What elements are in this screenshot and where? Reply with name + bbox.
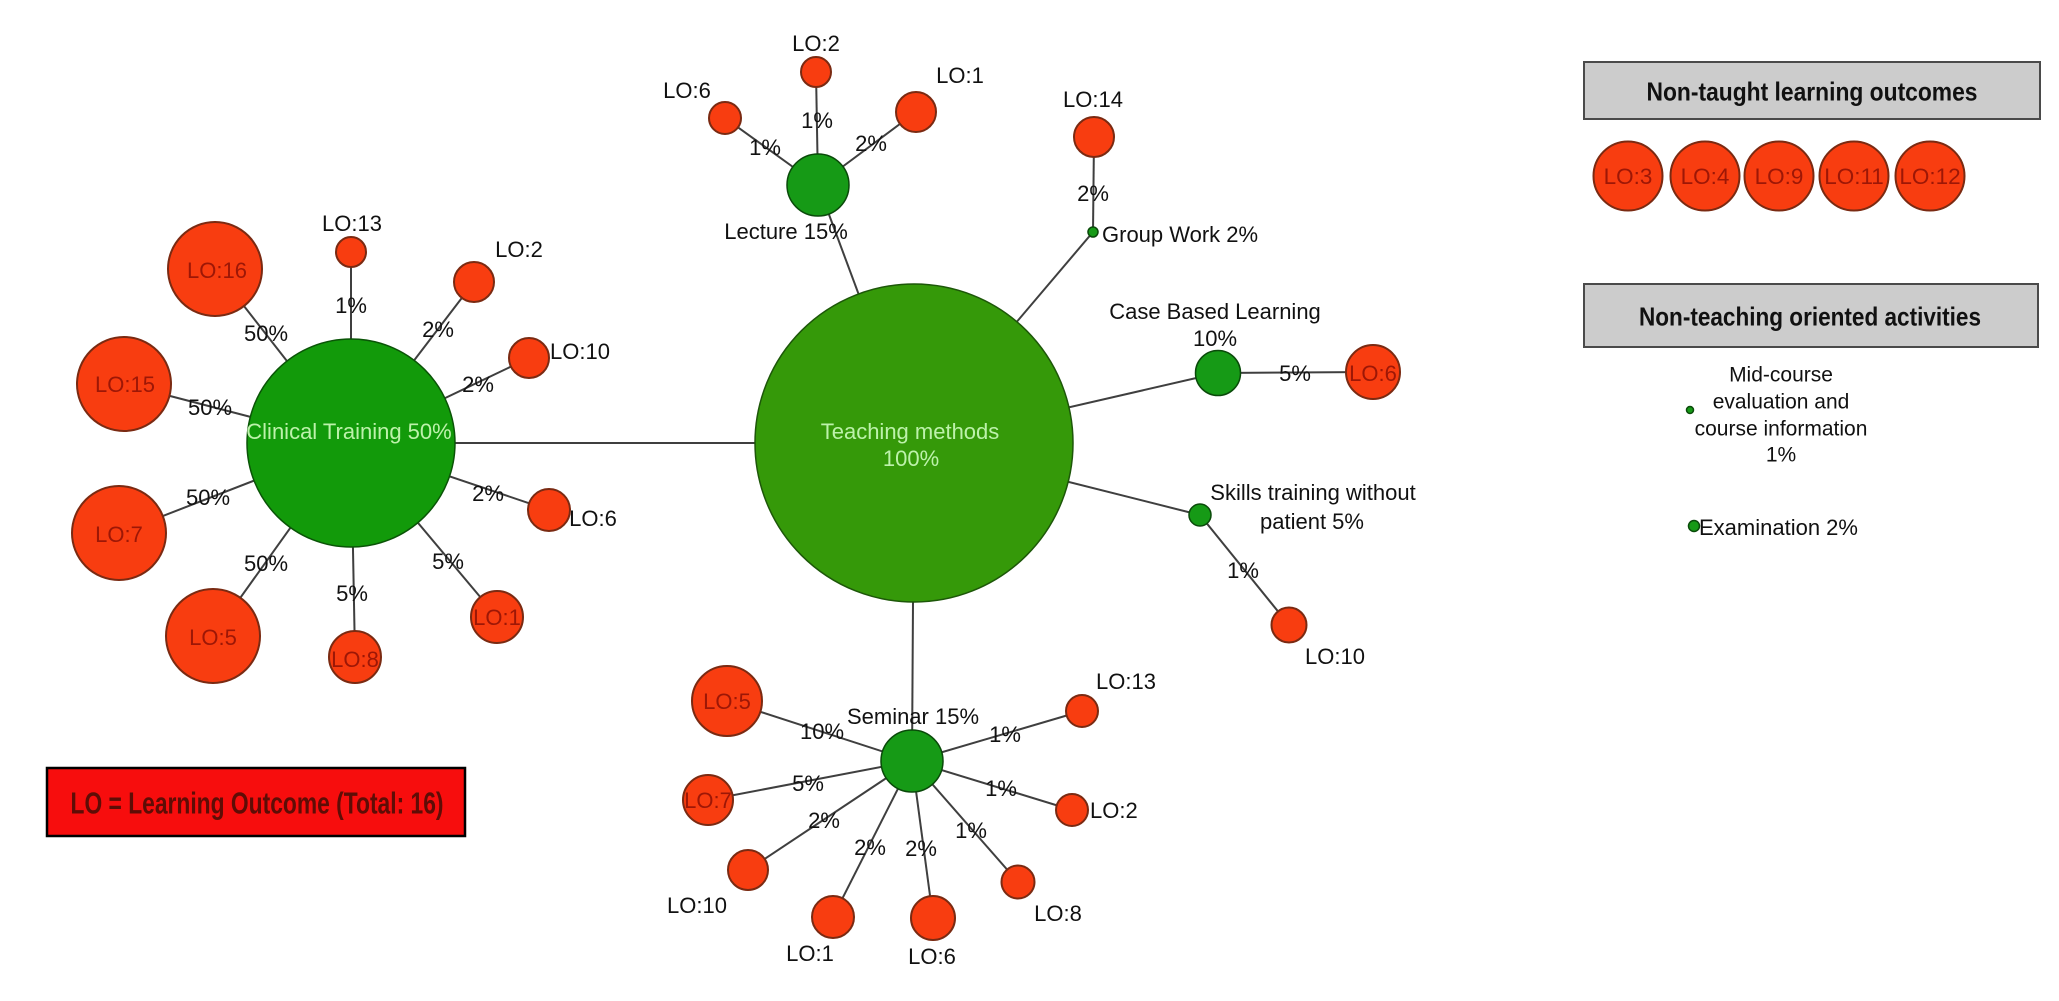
svg-text:Lecture 15%: Lecture 15% (724, 219, 848, 244)
svg-text:LO:7: LO:7 (684, 788, 732, 813)
svg-text:LO:1: LO:1 (786, 941, 834, 966)
svg-text:1%: 1% (1227, 558, 1259, 583)
svg-text:2%: 2% (855, 131, 887, 156)
svg-text:LO:14: LO:14 (1063, 87, 1123, 112)
svg-text:LO:10: LO:10 (1305, 644, 1365, 669)
svg-text:5%: 5% (432, 549, 464, 574)
svg-text:1%: 1% (1766, 444, 1796, 467)
svg-text:LO:8: LO:8 (331, 647, 379, 672)
svg-text:2%: 2% (905, 836, 937, 861)
svg-text:LO:1: LO:1 (936, 63, 984, 88)
svg-text:LO:2: LO:2 (495, 237, 543, 262)
svg-text:2%: 2% (808, 808, 840, 833)
svg-text:1%: 1% (989, 722, 1021, 747)
svg-text:course information: course information (1695, 418, 1868, 441)
svg-text:LO:7: LO:7 (95, 522, 143, 547)
svg-text:10%: 10% (800, 719, 844, 744)
svg-text:Examination 2%: Examination 2% (1699, 515, 1858, 540)
svg-text:LO:10: LO:10 (550, 339, 610, 364)
svg-text:2%: 2% (1077, 181, 1109, 206)
svg-text:1%: 1% (749, 135, 781, 160)
svg-text:50%: 50% (244, 321, 288, 346)
svg-text:50%: 50% (188, 395, 232, 420)
svg-text:Skills training without: Skills training without (1210, 480, 1415, 505)
svg-text:1%: 1% (801, 108, 833, 133)
svg-text:5%: 5% (792, 771, 824, 796)
svg-text:LO:6: LO:6 (1349, 361, 1397, 386)
svg-text:LO:8: LO:8 (1034, 901, 1082, 926)
svg-text:LO:11: LO:11 (1824, 164, 1884, 189)
svg-text:LO:6: LO:6 (663, 78, 711, 103)
svg-text:LO:2: LO:2 (792, 31, 840, 56)
svg-text:Non-taught learning outcomes: Non-taught learning outcomes (1647, 77, 1978, 107)
svg-text:LO:5: LO:5 (703, 689, 751, 714)
svg-text:LO:12: LO:12 (1899, 164, 1960, 189)
svg-text:LO:3: LO:3 (1604, 164, 1653, 189)
svg-text:5%: 5% (336, 581, 368, 606)
svg-text:Mid-course: Mid-course (1729, 364, 1833, 387)
svg-text:LO:13: LO:13 (322, 211, 382, 236)
svg-text:LO:13: LO:13 (1096, 669, 1156, 694)
svg-text:10%: 10% (1193, 326, 1237, 351)
svg-text:2%: 2% (422, 317, 454, 342)
svg-text:2%: 2% (854, 835, 886, 860)
svg-text:Non-teaching oriented activiti: Non-teaching oriented activities (1639, 302, 1981, 332)
svg-text:1%: 1% (335, 293, 367, 318)
svg-text:2%: 2% (472, 481, 504, 506)
svg-text:LO:6: LO:6 (569, 506, 617, 531)
svg-text:Clinical Training 50%: Clinical Training 50% (246, 419, 451, 444)
svg-text:Group Work 2%: Group Work 2% (1102, 222, 1258, 247)
svg-text:Seminar 15%: Seminar 15% (847, 704, 979, 729)
svg-text:LO:5: LO:5 (189, 625, 237, 650)
svg-text:LO:1: LO:1 (473, 605, 521, 630)
svg-text:evaluation and: evaluation and (1713, 391, 1850, 414)
svg-text:LO:15: LO:15 (95, 372, 155, 397)
svg-text:LO:6: LO:6 (908, 944, 956, 969)
svg-text:LO:4: LO:4 (1681, 164, 1730, 189)
svg-text:100%: 100% (883, 446, 939, 471)
svg-text:LO:16: LO:16 (187, 258, 247, 283)
svg-text:LO = Learning Outcome (Total:: LO = Learning Outcome (Total: 16) (71, 785, 444, 820)
svg-text:50%: 50% (186, 485, 230, 510)
svg-text:50%: 50% (244, 551, 288, 576)
svg-text:5%: 5% (1279, 361, 1311, 386)
svg-text:Teaching methods: Teaching methods (821, 419, 1000, 444)
svg-text:Case Based Learning: Case Based Learning (1109, 299, 1321, 324)
svg-text:2%: 2% (462, 372, 494, 397)
svg-text:LO:10: LO:10 (667, 893, 727, 918)
svg-text:1%: 1% (955, 818, 987, 843)
svg-text:LO:9: LO:9 (1755, 164, 1804, 189)
svg-text:1%: 1% (985, 776, 1017, 801)
svg-text:patient 5%: patient 5% (1260, 509, 1364, 534)
svg-text:LO:2: LO:2 (1090, 798, 1138, 823)
